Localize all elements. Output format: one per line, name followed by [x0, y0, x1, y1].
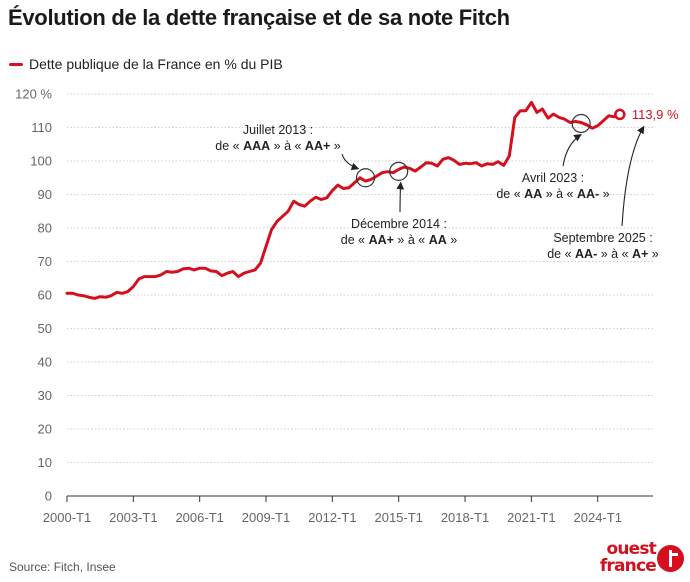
y-tick-label: 50 [38, 321, 52, 336]
rating-connector: » [447, 233, 457, 247]
annotations: Juillet 2013 :de « AAA » à « AA+ »Décemb… [215, 113, 659, 261]
logo-text-line2: france [599, 556, 657, 576]
rating-connector: » à « [597, 247, 632, 261]
x-tick-label: 2018-T1 [441, 510, 489, 525]
legend-swatch [9, 62, 23, 66]
x-tick-label: 2021-T1 [507, 510, 555, 525]
annotation-text-2013-line1: Juillet 2013 : [243, 123, 313, 137]
axes: 0 10 20 30 40 50 60 70 80 90 100 110 120 % 2000-T1 200… [15, 87, 653, 525]
y-tick-label: 30 [38, 388, 52, 403]
y-tick-label: 0 [45, 489, 52, 504]
rating-connector: » à « [270, 139, 305, 153]
rating-value: AA+ [369, 233, 394, 247]
y-tick-label: 10 [38, 455, 52, 470]
x-tick-label: 2024-T1 [574, 510, 622, 525]
legend-label: Dette publique de la France en % du PIB [29, 56, 283, 72]
logo-mark-icon [657, 545, 684, 572]
y-tick-label: 100 [30, 154, 52, 169]
annotation-arrow-2023 [562, 134, 582, 167]
rating-value: AA [429, 233, 447, 247]
rating-connector: » [330, 139, 340, 153]
rating-value: A+ [632, 247, 648, 261]
x-tick-label: 2000-T1 [43, 510, 91, 525]
y-tick-label: 90 [38, 187, 52, 202]
rating-value: AAA [243, 139, 270, 153]
rating-connector: de « [496, 187, 524, 201]
rating-value: AA+ [305, 139, 330, 153]
logo-text: ouest france [584, 539, 657, 576]
annotation-arrow-2025 [621, 125, 645, 227]
series-line [65, 100, 622, 300]
annotation-text-2025-line1: Septembre 2025 : [553, 231, 652, 245]
rating-connector: » à « [542, 187, 577, 201]
x-tick-label: 2012-T1 [308, 510, 356, 525]
ouest-france-logo: ouest france [584, 541, 684, 581]
annotation-circle-2014 [389, 161, 409, 181]
x-tick-label: 2003-T1 [109, 510, 157, 525]
rating-connector: » [599, 187, 609, 201]
rating-connector: » à « [394, 233, 429, 247]
y-tick-label: 60 [38, 288, 52, 303]
annotation-text-2014-line1: Décembre 2014 : [351, 217, 447, 231]
y-tick-label: 110 [31, 120, 52, 135]
annotation-text-2014-line2: de « AA+ » à « AA » [341, 233, 457, 247]
annotation-text-2023-line1: Avril 2023 : [522, 171, 584, 185]
logo-text-line1: ouest [606, 539, 656, 559]
x-tick-label: 2009-T1 [242, 510, 290, 525]
annotation-text-2013-line2: de « AAA » à « AA+ » [215, 139, 340, 153]
series: 113,9 % [65, 100, 679, 300]
y-tick-label: 70 [38, 254, 52, 269]
annotation-text-2025-line2: de « AA- » à « A+ » [547, 247, 659, 261]
annotation-circle-2023 [571, 113, 591, 134]
y-tick-label: 120 % [15, 87, 52, 102]
rating-connector: de « [547, 247, 575, 261]
annotation-circle-2013 [355, 168, 376, 188]
x-tick-label: 2015-T1 [374, 510, 422, 525]
rating-connector: de « [341, 233, 369, 247]
y-tick-label: 80 [38, 221, 52, 236]
rating-connector: » [648, 247, 658, 261]
rating-connector: de « [215, 139, 243, 153]
rating-value: AA- [577, 187, 599, 201]
annotation-text-2023-line2: de « AA » à « AA- » [496, 187, 609, 201]
x-tick-label: 2006-T1 [175, 510, 223, 525]
rating-value: AA [524, 187, 542, 201]
source-note: Source: Fitch, Insee [9, 560, 116, 574]
rating-value: AA- [575, 247, 597, 261]
chart-title: Évolution de la dette française et de sa… [8, 5, 510, 30]
end-value-label: 113,9 % [632, 107, 679, 122]
annotation-arrow-2013 [341, 153, 360, 171]
gridlines [67, 93, 653, 463]
y-tick-label: 20 [38, 422, 52, 437]
annotation-arrow-2014 [396, 181, 405, 213]
legend: Dette publique de la France en % du PIB [9, 56, 283, 72]
y-tick-label: 40 [38, 355, 52, 370]
end-point-marker [614, 108, 626, 121]
